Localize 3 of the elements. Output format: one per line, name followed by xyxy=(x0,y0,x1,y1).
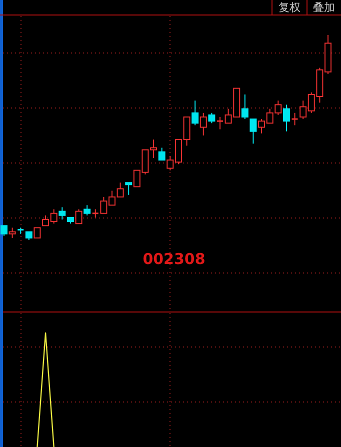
text: 叠加 xyxy=(313,1,335,14)
text: 复权 xyxy=(278,1,300,14)
text: 002308 xyxy=(142,250,206,268)
